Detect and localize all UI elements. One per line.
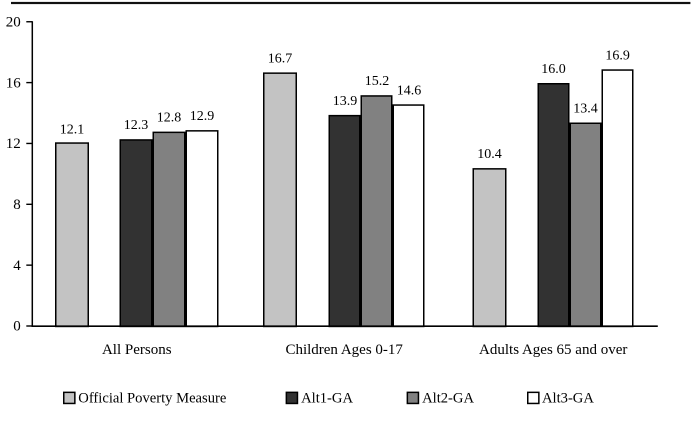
svg-text:12.3: 12.3	[124, 118, 149, 133]
svg-text:8: 8	[13, 197, 21, 213]
svg-text:12.9: 12.9	[190, 109, 215, 124]
svg-text:All Persons: All Persons	[102, 342, 172, 358]
svg-text:20: 20	[6, 14, 21, 30]
svg-text:14.6: 14.6	[397, 83, 422, 98]
svg-text:0: 0	[13, 319, 21, 335]
svg-text:12.1: 12.1	[60, 123, 85, 138]
svg-text:16.0: 16.0	[541, 62, 566, 77]
svg-text:12: 12	[6, 136, 21, 152]
svg-text:13.9: 13.9	[333, 94, 358, 109]
svg-text:Alt3-GA: Alt3-GA	[542, 390, 594, 406]
svg-text:Alt2-GA: Alt2-GA	[422, 390, 474, 406]
svg-text:16: 16	[6, 75, 22, 91]
svg-text:Children Ages 0-17: Children Ages 0-17	[285, 342, 403, 358]
svg-text:Adults Ages 65 and over: Adults Ages 65 and over	[479, 342, 627, 358]
svg-text:12.8: 12.8	[157, 111, 182, 126]
svg-text:15.2: 15.2	[365, 74, 390, 89]
svg-text:13.4: 13.4	[573, 102, 598, 117]
svg-text:10.4: 10.4	[477, 147, 502, 162]
svg-text:Official Poverty Measure: Official Poverty Measure	[78, 390, 226, 406]
svg-text:16.7: 16.7	[268, 51, 293, 66]
svg-text:Alt1-GA: Alt1-GA	[301, 390, 353, 406]
svg-text:16.9: 16.9	[605, 48, 630, 63]
svg-text:4: 4	[13, 258, 21, 274]
